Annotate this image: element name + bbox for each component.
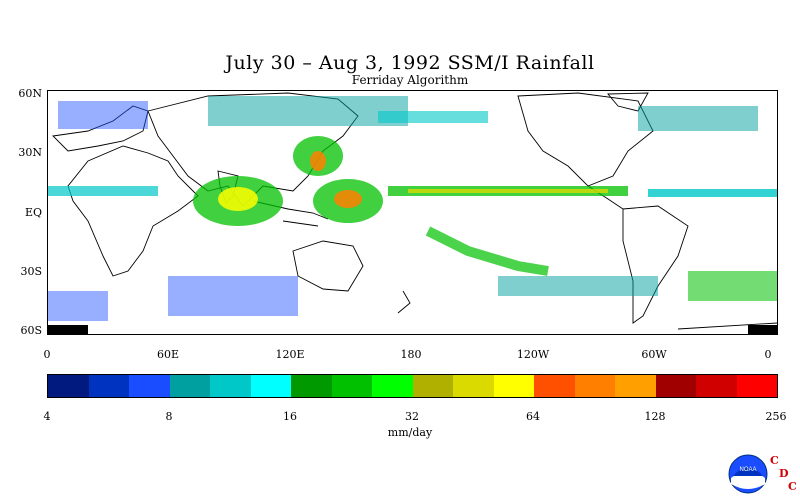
colorbar-swatch-16 <box>696 375 737 397</box>
colorbar-swatch-5 <box>250 375 291 397</box>
colorbar-swatch-0 <box>48 375 89 397</box>
lon-label-60w: 60W <box>641 348 667 361</box>
itcz-band-atlantic <box>648 189 777 197</box>
cdc-letter-c2: C <box>788 480 797 493</box>
map-subtitle: Ferriday Algorithm <box>351 73 469 87</box>
rain-north-pacific-front <box>378 111 488 123</box>
lat-label-60s: 60S <box>20 324 42 337</box>
rain-north-europe <box>58 101 148 129</box>
rain-south-indian-track <box>168 276 298 316</box>
cdc-logo: C D C <box>770 454 800 494</box>
rain-west-pacific-core <box>334 190 362 208</box>
colorbar-swatch-10 <box>453 375 494 397</box>
rain-south-atlantic-west <box>48 291 108 321</box>
rainfall-map <box>47 90 778 335</box>
lon-label-60e: 60E <box>156 348 180 361</box>
noaa-logo: NOAA <box>728 454 768 494</box>
rain-indian-core <box>218 187 258 211</box>
lon-label-120w: 120W <box>516 348 550 361</box>
lat-label-eq: EQ <box>24 206 42 219</box>
colorbar-label-256: 256 <box>765 410 787 423</box>
itcz-core-pacific <box>408 189 608 193</box>
colorbar-label-4: 4 <box>43 410 51 423</box>
colorbar-swatch-15 <box>655 375 696 397</box>
colorbar-label-128: 128 <box>644 410 666 423</box>
colorbar-swatch-14 <box>615 375 656 397</box>
colorbar-label-32: 32 <box>405 410 419 423</box>
colorbar-swatch-1 <box>88 375 129 397</box>
lon-label-120e: 120E <box>275 348 305 361</box>
colorbar-swatch-4 <box>210 375 251 397</box>
lon-label-0-right: 0 <box>764 348 772 361</box>
colorbar-label-64: 64 <box>526 410 540 423</box>
colorbar-swatch-17 <box>736 375 777 397</box>
rain-south-atlantic-track <box>688 271 777 301</box>
antarctic-edge-left <box>48 325 88 334</box>
colorbar-swatch-12 <box>534 375 575 397</box>
rain-north-pacific-track <box>208 96 408 126</box>
colorbar-label-16: 16 <box>283 410 297 423</box>
lat-label-30n: 30N <box>18 146 42 159</box>
lat-label-30s: 30S <box>20 265 42 278</box>
colorbar-swatch-2 <box>129 375 170 397</box>
map-title: July 30 – Aug 3, 1992 SSM/I Rainfall <box>225 52 595 74</box>
colorbar-swatch-9 <box>412 375 453 397</box>
colorbar-swatch-6 <box>291 375 332 397</box>
colorbar-label-8: 8 <box>165 410 173 423</box>
colorbar-units: mm/day <box>387 426 433 439</box>
rain-china-core <box>310 151 326 171</box>
colorbar-swatch-7 <box>331 375 372 397</box>
rain-spcz <box>425 226 549 276</box>
lon-label-180: 180 <box>400 348 422 361</box>
rain-south-pacific-track <box>498 276 658 296</box>
colorbar-swatch-11 <box>493 375 534 397</box>
cdc-letter-d: D <box>779 467 789 480</box>
colorbar-swatch-8 <box>372 375 413 397</box>
cdc-letter-c1: C <box>770 454 779 467</box>
colorbar-swatch-13 <box>574 375 615 397</box>
colorbar <box>47 374 778 398</box>
noaa-logo-text: NOAA <box>739 467 756 473</box>
lon-label-0-left: 0 <box>43 348 51 361</box>
colorbar-swatch-3 <box>169 375 210 397</box>
rain-north-atlantic-track <box>638 106 758 131</box>
itcz-band-africa <box>48 186 158 196</box>
lat-label-60n: 60N <box>18 87 42 100</box>
antarctic-edge-right <box>748 325 777 334</box>
rainfall-field <box>48 96 777 334</box>
